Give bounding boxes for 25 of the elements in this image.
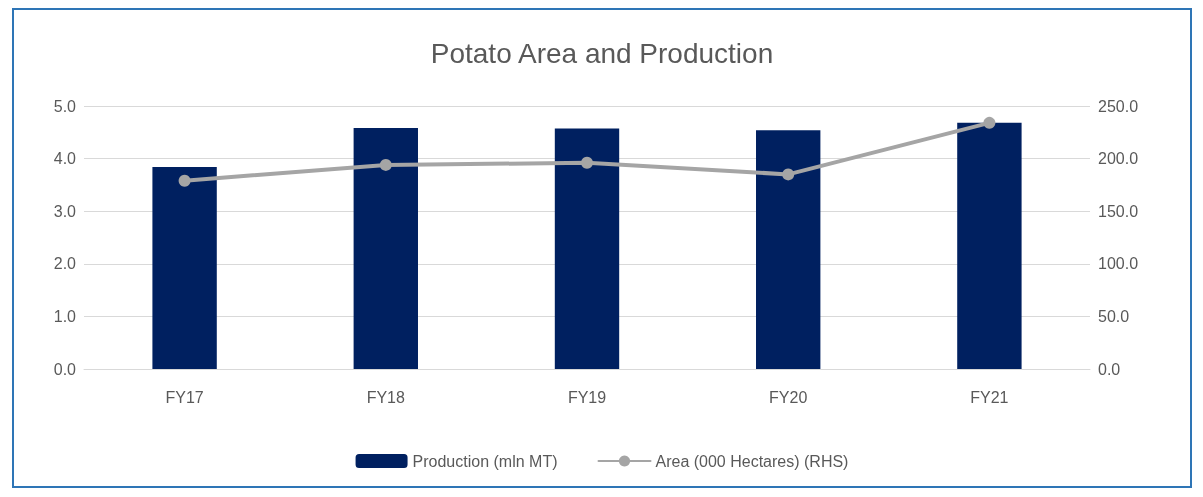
y-tick-label: 2.0: [53, 255, 76, 273]
y2-tick-label: 0.0: [1097, 360, 1120, 378]
point: [580, 156, 593, 169]
y-tick-label: 4.0: [53, 150, 76, 168]
point: [781, 168, 794, 181]
y2-tick-label: 250.0: [1097, 97, 1138, 115]
y2-tick-label: 150.0: [1097, 202, 1138, 220]
x-tick-label: FY20: [768, 388, 807, 406]
y-tick-label: 0.0: [53, 360, 76, 378]
y2-tick-label: 100.0: [1097, 255, 1138, 273]
y2-tick-label: 200.0: [1097, 150, 1138, 168]
chart-title: Potato Area and Production: [430, 37, 773, 69]
point: [178, 174, 191, 187]
legend-label: Area (000 Hectares) (RHS): [654, 452, 848, 470]
legend-label: Production (mln MT): [412, 452, 557, 470]
y-tick-label: 3.0: [53, 202, 76, 220]
x-tick-label: FY17: [164, 388, 204, 406]
y-tick-label: 1.0: [53, 307, 76, 325]
point: [379, 158, 392, 171]
y-tick-label: 5.0: [53, 97, 76, 115]
y2-tick-label: 50.0: [1097, 307, 1129, 325]
point: [982, 116, 995, 129]
x-tick-label: FY19: [567, 388, 606, 406]
x-tick-label: FY18: [366, 388, 405, 406]
x-tick-label: FY21: [969, 388, 1009, 406]
